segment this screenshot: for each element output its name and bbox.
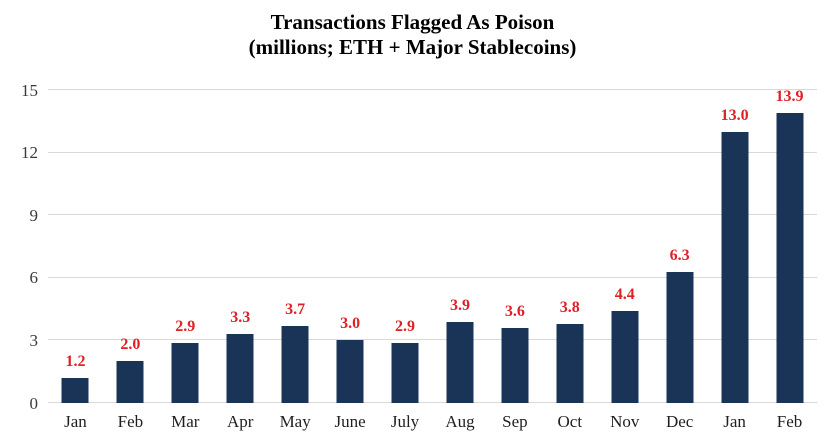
bar-value-label: 13.0 [720,106,749,124]
bar [501,327,529,403]
bar-value-label: 3.7 [285,300,306,318]
bar-group: 3.3 Apr [213,90,268,431]
chart-title-block: Transactions Flagged As Poison (millions… [0,10,825,60]
bar-group: 2.9 Mar [158,90,213,432]
x-axis-category-label: Aug [445,412,475,431]
x-axis-category-label: Feb [776,412,803,431]
x-axis-category-label: Sep [502,412,528,431]
bar-group: 2.0 Feb [103,90,158,431]
bar-value-label: 3.0 [340,315,361,333]
x-axis-category-label: June [334,412,366,431]
bar-value-label: 3.8 [559,298,580,316]
chart-title: Transactions Flagged As Poison [270,10,555,34]
bar-value-label: 2.9 [175,317,196,335]
bar-value-label: 2.0 [120,336,141,354]
gridline [48,339,817,341]
bar-group: 6.3 Dec [652,90,707,431]
bar-value-label: 2.9 [395,317,416,335]
bar [666,271,694,403]
bar [226,334,254,403]
x-axis-category-label: Oct [557,412,583,431]
x-axis-category-label: Jan [723,412,746,431]
bar-group: 4.4 Nov [597,90,652,431]
bar-value-label: 3.9 [449,296,470,314]
bar [556,323,584,403]
bar-group: 3.6 Sep [487,90,542,431]
bar [391,342,419,403]
bar-group: 3.7 May [268,90,323,431]
bar [281,325,309,403]
x-axis-category-label: Jan [64,412,87,431]
bar [171,342,199,403]
bar [116,361,144,403]
x-axis-category-label: July [390,412,420,431]
bar-group: 3.9 Aug [433,90,488,431]
bar-group: 3.8 Oct [542,90,597,431]
y-axis-tick-label: 15 [21,80,38,100]
bar-group: 13.9 Feb [762,87,817,431]
bar-value-label: 3.3 [230,309,251,327]
bar [611,311,639,403]
bar-value-label: 1.2 [65,352,86,370]
gridline [48,151,817,153]
bar-value-label: 3.6 [504,302,525,320]
bar-group: 1.2 Jan [48,90,103,431]
x-axis-category-label: Feb [117,412,144,431]
bar [336,340,364,403]
bar-group: 3.0 June [323,90,378,431]
bar-value-label: 4.4 [614,286,635,304]
x-axis-category-label: Nov [610,412,640,431]
y-axis: 0 3 6 9 12 15 [0,81,39,413]
bar [446,321,474,403]
gridline [48,402,817,403]
x-axis-category-label: Apr [227,412,254,431]
bar-value-label: 13.9 [775,87,804,105]
bar [721,131,749,403]
bar-group: 2.9 July [378,90,433,432]
bar-value-label: 6.3 [669,246,690,264]
plot-area: 1.2 Jan 2.0 Feb 2.9 Mar 3.3 Apr 3.7 May 3.0 June 2.9… [48,87,817,432]
y-axis-tick-label: 3 [29,330,39,350]
bar-group: 13.0 Jan [707,90,762,431]
gridline [48,214,817,216]
gridline [48,276,817,278]
chart-subtitle: (millions; ETH + Major Stablecoins) [248,35,577,59]
y-axis-tick-label: 6 [29,268,39,288]
gridline [48,89,817,90]
bar [776,112,804,403]
x-axis-category-label: May [279,412,311,431]
bar [61,377,89,403]
x-axis-category-label: Mar [171,412,200,431]
x-axis-category-label: Dec [665,412,694,431]
y-axis-tick-label: 12 [21,143,38,163]
y-axis-tick-label: 0 [29,393,39,413]
y-axis-tick-label: 9 [29,205,39,225]
